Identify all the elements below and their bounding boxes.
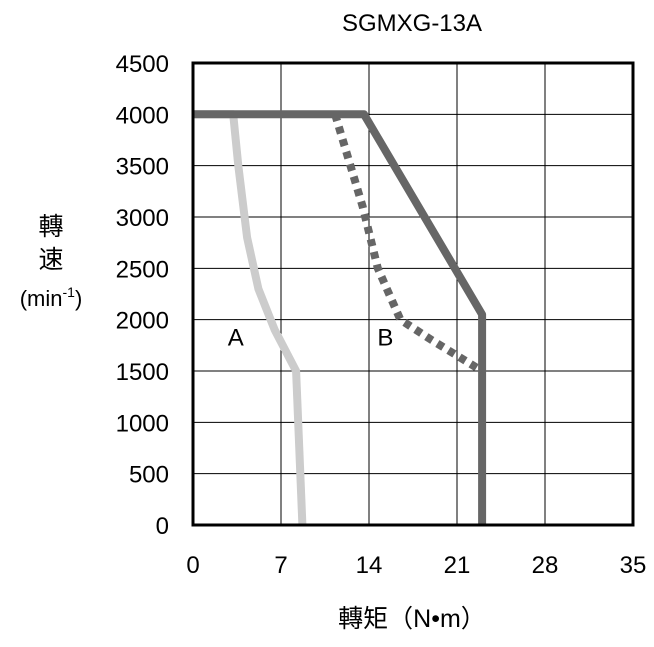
y-axis-unit-sup: -1	[63, 284, 76, 300]
chart-title: SGMXG-13A	[342, 10, 482, 37]
y-tick-label: 3500	[116, 154, 169, 181]
series-layer	[193, 110, 487, 526]
y-axis-unit: (min-1)	[20, 284, 83, 311]
curve-label-b: B	[377, 324, 393, 351]
y-axis-label-line2: 速	[38, 246, 63, 274]
y-axis-unit-base: (min	[20, 286, 63, 311]
x-tick-label: 14	[356, 552, 383, 579]
y-tick-label: 4000	[116, 102, 169, 129]
y-axis-label-line1: 轉	[38, 213, 63, 241]
series-line-1	[193, 110, 487, 525]
y-tick-label: 0	[156, 513, 169, 540]
series-line-a	[193, 110, 307, 526]
x-tick-label: 28	[532, 552, 559, 579]
y-tick-label: 1000	[116, 410, 169, 437]
x-axis-label: 轉矩（N•m）	[338, 605, 486, 633]
x-tick-labels: 0 7 14 21 28 35	[186, 552, 646, 579]
y-tick-label: 2500	[116, 256, 169, 283]
x-tick-label: 21	[444, 552, 471, 579]
y-axis-unit-close: )	[75, 286, 82, 311]
y-tick-label: 4500	[116, 51, 169, 78]
y-tick-labels: 0 500 1000 1500 2000 2500 3000 3500 4000 4500	[116, 51, 169, 540]
plot-frame	[191, 61, 635, 527]
y-tick-label: 2000	[116, 308, 169, 335]
series-line-b	[331, 113, 485, 375]
curve-label-a: A	[228, 324, 244, 351]
x-tick-label: 7	[274, 552, 287, 579]
y-tick-label: 1500	[116, 359, 169, 386]
x-tick-label: 0	[186, 552, 199, 579]
x-tick-label: 35	[620, 552, 647, 579]
y-axis-label: 轉 速 (min-1)	[20, 213, 83, 311]
y-tick-label: 500	[129, 462, 169, 489]
y-tick-label: 3000	[116, 205, 169, 232]
